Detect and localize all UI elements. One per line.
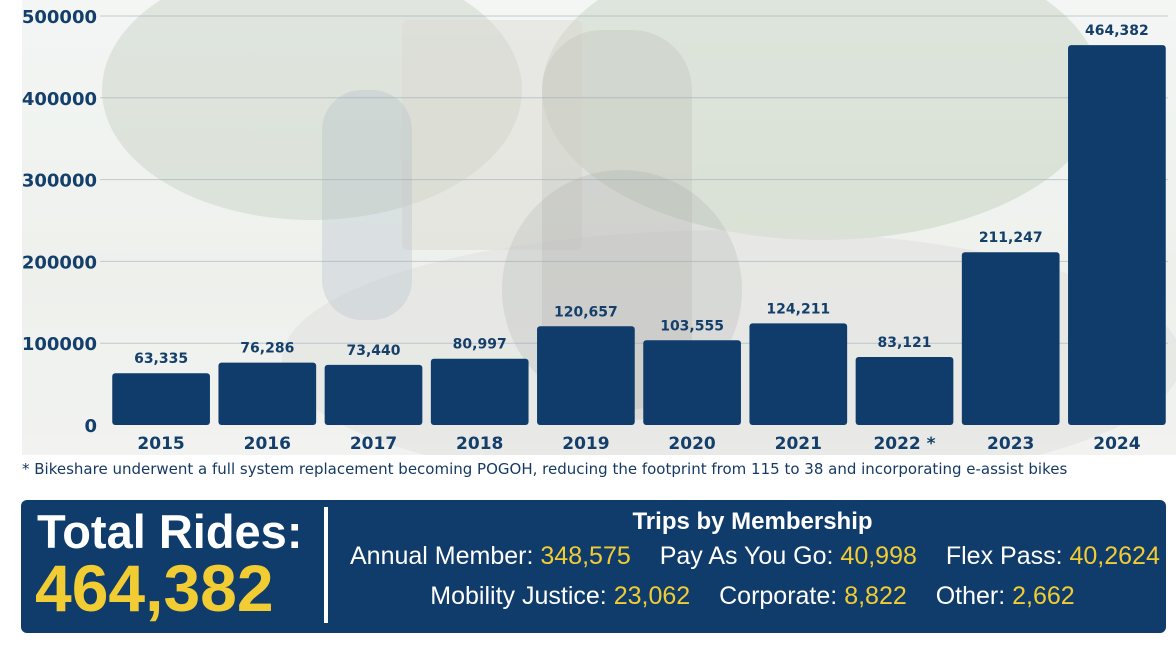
total-rides-title: Total Rides: [37, 505, 303, 558]
chart-footnote: * Bikeshare underwent a full system repl… [22, 460, 1068, 478]
total-rides-value: 464,382 [35, 551, 274, 625]
membership-item: Mobility Justice: 23,062 [430, 582, 690, 611]
bar-value-label: 80,997 [453, 337, 507, 353]
membership-value: 348,575 [540, 542, 631, 570]
y-tick-label: 0 [84, 416, 97, 437]
x-category-label: 2015 [137, 434, 184, 454]
x-category-label: 2020 [668, 434, 715, 454]
membership-item: Pay As You Go: 40,998 [660, 542, 917, 571]
membership-label: Other: [935, 582, 1006, 610]
bar-value-label: 76,286 [240, 341, 294, 357]
bar [218, 362, 317, 425]
bar [749, 323, 848, 425]
membership-item: Flex Pass: 40,2624 [946, 542, 1160, 571]
bar-value-label: 63,335 [134, 351, 188, 367]
bar-value-label: 73,440 [346, 343, 400, 359]
bar-value-label: 464,382 [1085, 23, 1149, 39]
bar [855, 357, 954, 425]
bar-value-label: 83,121 [877, 335, 931, 351]
bars [112, 45, 1166, 425]
bar [643, 340, 741, 425]
bar [537, 326, 635, 425]
membership-value: 8,822 [844, 582, 907, 610]
membership-value: 23,062 [613, 582, 691, 610]
x-category-label: 2021 [775, 434, 822, 454]
membership-row: Mobility Justice: 23,062 Corporate: 8,82… [339, 582, 1166, 611]
membership-label: Annual Member: [350, 542, 534, 570]
divider [324, 507, 328, 623]
trips-by-membership-title: Trips by Membership [632, 508, 873, 535]
x-category-label: 2016 [244, 434, 291, 454]
y-axis-ticks: 0 100000 200000 300000 400000 500000 [22, 7, 97, 437]
bar [112, 373, 210, 425]
y-tick-label: 300000 [22, 171, 97, 192]
membership-item: Annual Member: 348,575 [350, 542, 631, 571]
bar [1068, 45, 1166, 425]
bar-value-label: 211,247 [979, 230, 1043, 246]
y-tick-label: 200000 [22, 252, 97, 273]
bar [961, 252, 1060, 425]
x-category-label: 2022 * [873, 434, 935, 454]
membership-value: 2,662 [1012, 582, 1075, 610]
bar-value-label: 124,211 [766, 301, 830, 317]
membership-label: Pay As You Go: [659, 542, 834, 570]
x-category-label: 2019 [562, 434, 609, 454]
y-tick-label: 100000 [22, 334, 97, 355]
membership-item: Other: 2,662 [936, 582, 1075, 611]
x-axis-categories: 2015 2016 2017 2018 2019 2020 2021 2022 * 2023 20… [137, 434, 1140, 454]
membership-label: Corporate: [719, 582, 838, 610]
bar [324, 364, 423, 425]
membership-value: 40,998 [840, 542, 917, 570]
membership-value: 40,2624 [1069, 542, 1160, 570]
value-labels: 63,335 76,286 73,440 80,997 120,657 103,555 12… [134, 23, 1149, 367]
bar [430, 358, 529, 425]
x-category-label: 2023 [987, 434, 1034, 454]
membership-label: Flex Pass: [945, 542, 1063, 570]
y-tick-label: 500000 [22, 7, 97, 28]
y-tick-label: 400000 [22, 89, 97, 110]
x-category-label: 2018 [456, 434, 503, 454]
membership-label: Mobility Justice: [430, 582, 607, 610]
bar-value-label: 103,555 [660, 318, 724, 334]
bar-value-label: 120,657 [554, 304, 618, 320]
membership-row: Annual Member: 348,575 Pay As You Go: 40… [339, 542, 1166, 571]
x-category-label: 2024 [1093, 434, 1140, 454]
membership-item: Corporate: 8,822 [719, 582, 907, 611]
x-category-label: 2017 [350, 434, 397, 454]
summary-panel: Total Rides: 464,382 Trips by Membership… [21, 500, 1166, 633]
ride-bar-chart: 0 100000 200000 300000 400000 500000 63,335 76… [22, 7, 1168, 454]
